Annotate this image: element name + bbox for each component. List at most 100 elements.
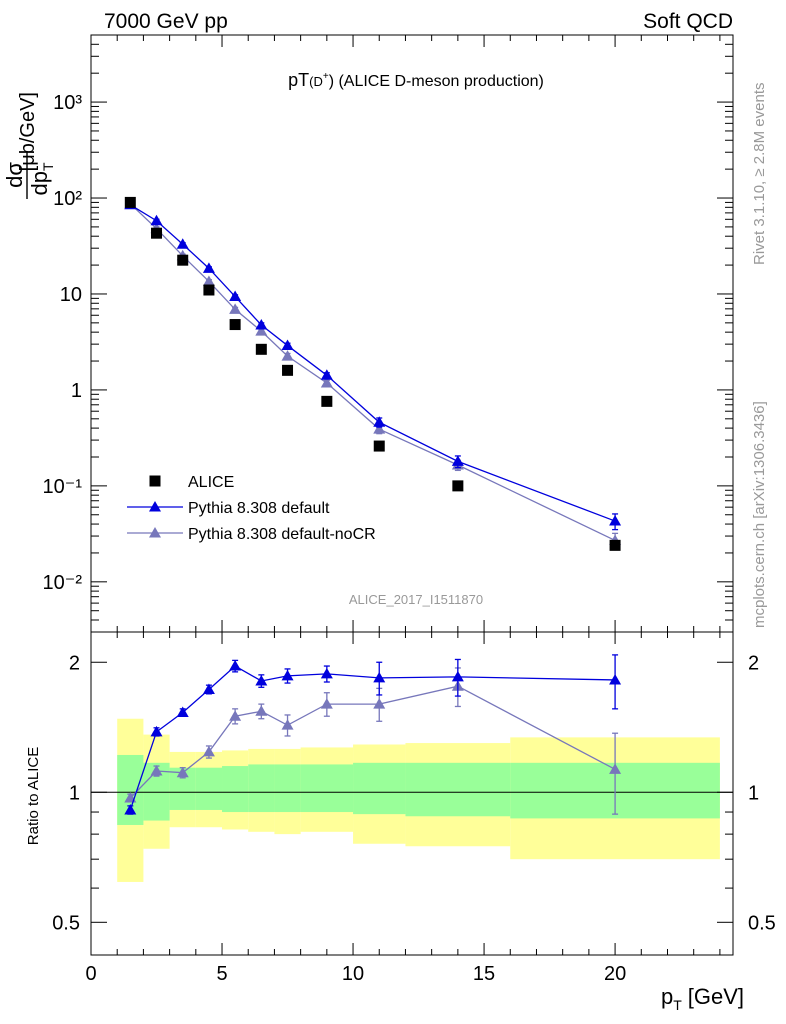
legend-marker-pythia-nocr — [149, 527, 161, 538]
y-tick-label: 1 — [71, 380, 82, 402]
legend-label: Pythia 8.308 default-noCR — [188, 526, 376, 543]
pythia-default-marker — [150, 214, 163, 226]
pythia-default-marker — [609, 515, 622, 526]
title-sub: (D — [309, 74, 323, 89]
x-tick-label: 0 — [85, 963, 96, 985]
y-axis-fraction: dσ dpT — [2, 151, 56, 199]
y-tick-label: 10⁻² — [43, 572, 83, 594]
x-label-unit: [GeV] — [688, 984, 744, 1009]
ratio-tick-label-right: 0.5 — [748, 912, 776, 934]
alice-data-point — [609, 539, 621, 551]
pythia-default-marker — [320, 369, 333, 380]
x-tick-label: 20 — [604, 963, 626, 985]
ratio-stat-band — [222, 766, 249, 813]
pythia-nocr-marker — [373, 423, 386, 434]
mcplots-label: mcplots.cern.ch [arXiv:1306.3436] — [751, 401, 768, 628]
ratio-stat-band — [300, 764, 354, 813]
pythia-default-marker — [373, 416, 386, 427]
pythia-nocr-marker — [281, 350, 294, 361]
analysis-label: ALICE_2017_I1511870 — [349, 592, 483, 607]
pythia-default-marker — [255, 318, 268, 330]
rivet-label: Rivet 3.1.10, ≥ 2.8M events — [751, 83, 768, 266]
ratio-stat-band — [405, 762, 511, 817]
x-label-sub: T — [673, 997, 682, 1013]
title-sup: + — [323, 71, 329, 82]
header-left: 7000 GeV pp — [104, 10, 228, 33]
header-right: Soft QCD — [643, 10, 733, 33]
legend-label: Pythia 8.308 default — [188, 500, 330, 517]
ratio-stat-band — [274, 764, 301, 813]
pythia-nocr-marker — [229, 303, 242, 314]
pythia-nocr-marker — [320, 377, 333, 388]
ratio-pythia-nocr-marker — [320, 698, 333, 709]
alice-data-point — [229, 319, 241, 331]
pythia-default-marker — [202, 262, 215, 273]
alice-data-point — [124, 196, 136, 208]
y-tick-label: 10 — [60, 284, 82, 306]
ratio-pythia-nocr-marker — [609, 763, 622, 774]
y-label-den-sub: T — [40, 162, 56, 171]
ratio-pythia-nocr-marker — [229, 710, 242, 721]
y-label-num: dσ — [2, 162, 27, 188]
ratio-pythia-nocr-marker — [281, 719, 294, 730]
ratio-pythia-default-marker — [451, 670, 464, 682]
ratio-stat-band — [195, 767, 223, 810]
ratio-stat-band — [353, 762, 406, 815]
alice-data-point — [282, 364, 294, 376]
y-tick-label: 10⁻¹ — [43, 476, 83, 498]
ratio-pythia-default-marker — [176, 706, 189, 718]
pythia-default-marker — [176, 238, 189, 249]
x-label-main: p — [661, 984, 673, 1009]
alice-data-point — [203, 284, 215, 296]
ratio-pythia-default-marker — [609, 673, 622, 685]
ratio-tick-label-right: 2 — [748, 652, 759, 674]
x-tick-label: 15 — [473, 963, 495, 985]
x-tick-label: 5 — [216, 963, 227, 985]
ratio-stat-band — [248, 764, 275, 813]
main-panel: 10⁻² 10⁻¹ 1 10 10² 10³ — [43, 34, 734, 633]
ratio-pythia-default-marker — [320, 667, 333, 679]
legend-marker-alice — [149, 475, 161, 487]
alice-data-point — [151, 227, 163, 239]
pythia-nocr-marker — [202, 275, 215, 286]
alice-data-point — [373, 440, 385, 452]
y-axis-label: [μb/GeV] — [17, 92, 39, 171]
ratio-pythia-default-marker — [373, 671, 386, 683]
ratio-tick-label-left: 0.5 — [52, 912, 80, 934]
ratio-tick-label-right: 1 — [748, 782, 759, 804]
ratio-pythia-nocr-marker — [255, 705, 268, 716]
pythia-default-marker — [229, 290, 242, 302]
ratio-panel: 0 5 10 15 20 0.5 0.5 1 1 2 2 — [52, 620, 776, 985]
ratio-pythia-nocr-marker — [202, 745, 215, 757]
ratio-frame — [90, 631, 734, 956]
x-axis-label: pT [GeV] — [661, 984, 744, 1013]
ratio-pythia-default-marker — [255, 674, 268, 686]
plot-title: pT(D+) (ALICE D-meson production) — [288, 70, 544, 90]
ratio-tick-label-left: 2 — [69, 652, 80, 674]
ratio-tick-label-left: 1 — [69, 782, 80, 804]
alice-data-point — [255, 343, 267, 355]
y-tick-label: 10² — [53, 188, 82, 210]
alice-data-point — [177, 254, 189, 266]
alice-data-point — [321, 395, 333, 407]
ratio-pythia-nocr-marker — [176, 766, 189, 778]
title-main: pT — [288, 70, 309, 90]
ratio-y-label: Ratio to ALICE — [25, 747, 42, 845]
ratio-pythia-nocr-marker — [373, 698, 386, 709]
ratio-pythia-default-marker — [202, 683, 215, 694]
title-tail: ) (ALICE D-meson production) — [329, 73, 544, 90]
y-tick-label: 10³ — [53, 92, 82, 114]
y-label-unit: [μb/GeV] — [17, 92, 39, 171]
ratio-pythia-default-marker — [229, 660, 242, 671]
x-tick-label: 10 — [342, 963, 364, 985]
legend: ALICE Pythia 8.308 default Pythia 8.308 de… — [127, 474, 376, 543]
ratio-pythia-default-marker — [150, 725, 163, 737]
y-label-den: dpT — [27, 162, 56, 195]
ratio-pythia-default-marker — [124, 803, 137, 815]
pythia-default-marker — [451, 455, 464, 466]
legend-marker-pythia-default — [149, 501, 161, 512]
alice-data-point — [452, 480, 464, 492]
y-label-den-main: dp — [27, 171, 52, 195]
pythia-nocr-marker — [255, 325, 268, 336]
